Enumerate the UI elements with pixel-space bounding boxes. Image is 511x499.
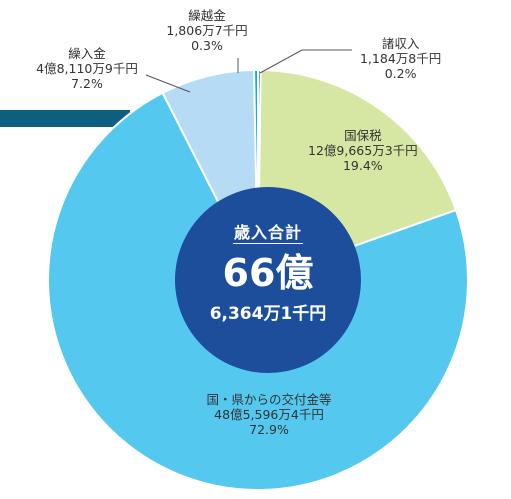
center-summary: 歳入合計 66億 6,364万1千円	[183, 195, 353, 365]
slice-label-kofukin: 国・県からの交付金等 48億5,596万4千円 72.9%	[181, 392, 357, 437]
center-divider	[233, 243, 303, 244]
slice-name: 繰入金	[68, 46, 106, 61]
slice-name: 繰越金	[188, 8, 226, 23]
slice-amount: 12億9,665万3千円	[308, 143, 418, 158]
slice-percent: 0.2%	[384, 66, 417, 81]
leader-line-shoshunyu	[259, 49, 352, 74]
slice-percent: 7.2%	[71, 76, 103, 91]
center-title: 歳入合計	[233, 223, 302, 242]
slice-amount: 4億8,110万9千円	[36, 61, 138, 76]
slice-amount: 48億5,596万4千円	[214, 407, 324, 422]
slice-percent: 0.3%	[191, 38, 223, 53]
slice-name: 国・県からの交付金等	[206, 392, 332, 407]
slice-label-kuriirekin: 繰入金 4億8,110万9千円 7.2%	[22, 46, 152, 91]
slice-amount: 1,806万7千円	[166, 23, 248, 38]
accent-bar	[0, 110, 130, 127]
slice-label-shoshunyu: 諸収入 1,184万8千円 0.2%	[360, 36, 441, 81]
slice-name: 国保税	[344, 128, 382, 143]
center-total-value: 66億	[222, 251, 314, 295]
slice-amount: 1,184万8千円	[360, 51, 442, 66]
leader-line-kuriirekin	[145, 74, 191, 93]
slice-percent: 19.4%	[342, 158, 383, 173]
slice-name: 諸収入	[381, 36, 420, 51]
slice-label-kurikoshikin: 繰越金 1,806万7千円 0.3%	[152, 8, 262, 53]
slice-label-kokuhozei: 国保税 12億9,665万3千円 19.4%	[308, 128, 418, 173]
center-total-subvalue: 6,364万1千円	[209, 304, 327, 324]
center-disc	[175, 187, 361, 373]
slice-percent: 72.9%	[249, 422, 289, 437]
